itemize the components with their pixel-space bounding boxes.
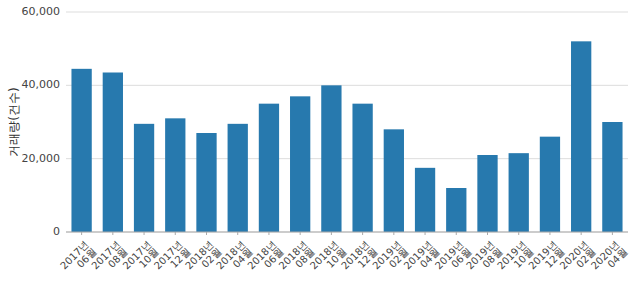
x-tick-label: 2018년12월 xyxy=(339,239,379,279)
x-tick-label: 2018년10월 xyxy=(308,239,348,279)
bar xyxy=(71,69,91,232)
x-tick xyxy=(175,232,176,235)
x-axis-line xyxy=(66,232,628,233)
x-tick-label: 2018년06월 xyxy=(245,239,285,279)
x-tick xyxy=(206,232,207,235)
bar xyxy=(571,41,591,232)
x-tick-label: 2020년04월 xyxy=(589,239,629,279)
chart-container: 0 20,000 40,000 60,000 거래량(건수) 2017년06월2017년0… xyxy=(0,0,640,294)
x-tick xyxy=(612,232,613,235)
x-tick xyxy=(331,232,332,235)
bar xyxy=(352,104,372,232)
y-tick-label: 20,000 xyxy=(22,152,61,165)
grid-line xyxy=(66,85,628,86)
y-tick-label: 0 xyxy=(53,225,60,238)
chart: 0 20,000 40,000 60,000 거래량(건수) 2017년06월2017년0… xyxy=(0,0,640,294)
x-tick-label: 2017년10월 xyxy=(121,239,161,279)
x-tick xyxy=(362,232,363,235)
bar xyxy=(602,122,622,232)
x-tick xyxy=(518,232,519,235)
bar xyxy=(384,129,404,232)
x-tick-label: 2019년10월 xyxy=(495,239,535,279)
grid-line xyxy=(66,12,628,13)
x-tick xyxy=(393,232,394,235)
x-tick-label: 2018년04월 xyxy=(214,239,254,279)
x-tick xyxy=(112,232,113,235)
y-axis: 0 20,000 40,000 60,000 xyxy=(22,5,61,238)
y-tick-label: 60,000 xyxy=(22,5,61,18)
x-tick xyxy=(300,232,301,235)
x-tick-label: 2017년12월 xyxy=(152,239,192,279)
x-tick-label: 2019년08월 xyxy=(464,239,504,279)
x-tick xyxy=(237,232,238,235)
grid xyxy=(66,12,628,232)
x-tick xyxy=(268,232,269,235)
y-tick-label: 40,000 xyxy=(22,78,61,91)
x-tick-label: 2017년08월 xyxy=(89,239,129,279)
bar xyxy=(103,73,123,233)
bars xyxy=(71,41,622,232)
x-tick xyxy=(581,232,582,235)
bar xyxy=(196,133,216,232)
x-tick-label: 2017년06월 xyxy=(58,239,98,279)
bar xyxy=(321,85,341,232)
bar xyxy=(540,137,560,232)
grid-line xyxy=(66,232,628,233)
x-tick-label: 2018년02월 xyxy=(183,239,223,279)
bar xyxy=(446,188,466,232)
x-tick xyxy=(81,232,82,235)
x-tick-label: 2018년08월 xyxy=(277,239,317,279)
bar xyxy=(415,168,435,232)
bar xyxy=(165,118,185,232)
x-tick xyxy=(549,232,550,235)
x-tick xyxy=(487,232,488,235)
x-tick-label: 2019년02월 xyxy=(370,239,410,279)
x-tick-label: 2019년12월 xyxy=(526,239,566,279)
x-tick-label: 2019년04월 xyxy=(402,239,442,279)
y-axis-label: 거래량(건수) xyxy=(7,87,21,156)
bar xyxy=(290,96,310,232)
bar xyxy=(477,155,497,232)
x-tick xyxy=(425,232,426,235)
x-axis: 2017년06월2017년08월2017년10월2017년12월2018년02월… xyxy=(58,232,629,279)
bar xyxy=(228,124,248,232)
x-tick-label: 2020년02월 xyxy=(558,239,598,279)
bar xyxy=(134,124,154,232)
x-tick xyxy=(144,232,145,235)
x-tick xyxy=(456,232,457,235)
bar xyxy=(259,104,279,232)
bar xyxy=(509,153,529,232)
x-tick-label: 2019년06월 xyxy=(433,239,473,279)
